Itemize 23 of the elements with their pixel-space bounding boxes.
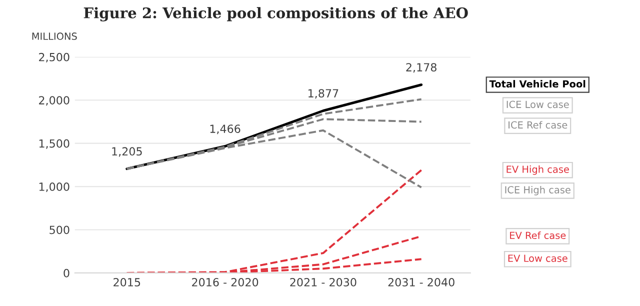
y-tick-label: 0 [64,268,70,278]
data-label: 1,877 [308,89,338,99]
text: ICE Low case [506,100,569,108]
y-tick-label: 2,500 [39,52,70,62]
text: EV Ref case [510,232,566,240]
text: EV Low case [508,254,568,262]
text: ICE High case [505,186,570,196]
x-tick-label: 2016 - 2020 [192,278,258,286]
x-tick-label: 2031 - 2040 [388,278,454,286]
chart-title: Figure 2: Vehicle pool compositions of the AEO [84,7,468,22]
y-tick-label: 500 [50,226,70,234]
y-tick-label: 1,000 [39,182,70,192]
y-axis-title: MILLIONS [32,32,77,40]
x-tick-label: 2021 - 2030 [290,278,356,286]
y-tick-label: 2,000 [39,96,70,106]
data-label: 2,178 [406,63,436,73]
text: Total Vehicle Pool [489,80,586,88]
text: ICE Ref case [508,121,568,129]
data-label: 1,205 [112,147,142,157]
y-tick-label: 1,500 [39,139,70,149]
data-label: 1,466 [210,124,240,134]
text: EV High case [506,165,569,175]
x-tick-label: 2015 [114,278,140,286]
